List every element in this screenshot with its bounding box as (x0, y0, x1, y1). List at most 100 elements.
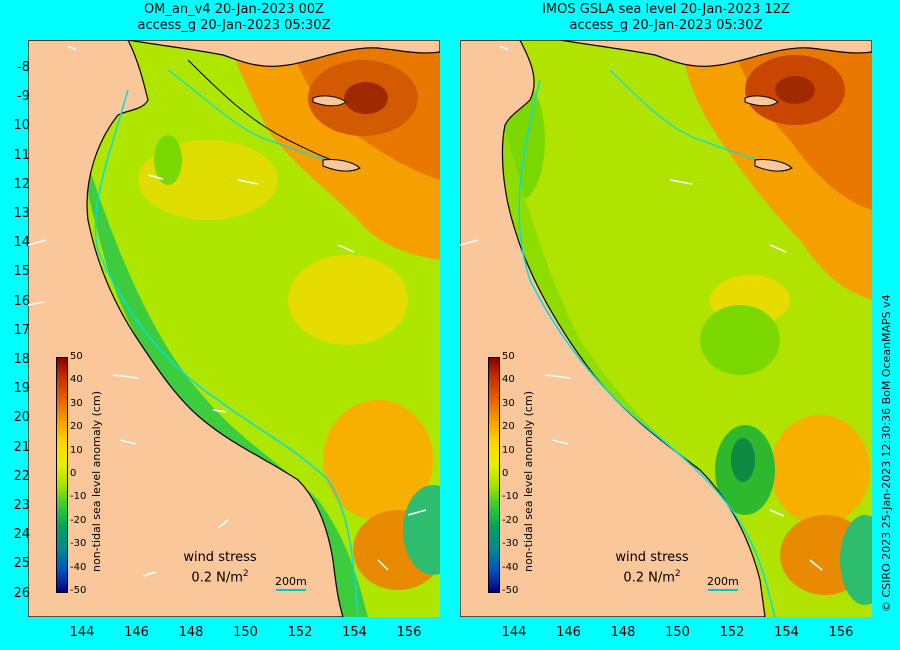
cool-eddy-core (731, 438, 755, 482)
panel-2-title: IMOS GSLA sea level 20-Jan-2023 12Z acce… (456, 2, 876, 34)
colorbar-tick-label: -40 (70, 561, 87, 573)
green-patch (700, 305, 780, 375)
x-tick-label: 154 (342, 625, 367, 640)
wind-stress-legend-1: wind stress 0.2 N/m2 (165, 550, 275, 586)
reef-line (187, 59, 349, 166)
colorbar-tick-label: -10 (70, 491, 87, 503)
isobath-200m (609, 69, 781, 166)
y-tick-label: 22 (13, 468, 30, 484)
panel-2-title-line2: access_g 20-Jan-2023 05:30Z (569, 18, 763, 33)
colorbar-title: non-tidal sea level anomaly (cm) (90, 391, 103, 572)
colorbar-tick-label: -20 (70, 514, 87, 526)
warm-patch-south (770, 415, 870, 525)
y-tick-label: 13 (13, 206, 30, 221)
colorbar-title: non-tidal sea level anomaly (cm) (522, 391, 535, 572)
colorbar-tick-label: 30 (502, 397, 515, 409)
y-tick-label: 23 (13, 498, 30, 513)
colorbar-tick-label: 0 (502, 468, 509, 479)
colorbar-tick-label: 30 (70, 397, 83, 409)
warm-patch-south (323, 400, 433, 520)
colorbar-gradient (488, 357, 500, 593)
colorbar-tick-label: 20 (70, 421, 83, 433)
x-tick-label: 156 (396, 625, 422, 640)
y-tick-label: -8 (17, 60, 30, 75)
y-tick-label: 15 (13, 264, 30, 280)
map-panel-2 (460, 40, 872, 617)
colorbar-tick-label: -40 (502, 561, 519, 573)
yellow-patch (288, 255, 408, 345)
x-tick-label: 146 (556, 625, 581, 640)
isobath-200m (94, 89, 359, 617)
map-panel-1-svg (28, 40, 440, 617)
x-tick-label: 152 (719, 625, 745, 640)
panel-1-title-line2: access_g 20-Jan-2023 05:30Z (137, 18, 331, 33)
isobath-200m (518, 79, 776, 617)
island (322, 159, 361, 172)
y-tick-label: 10 (13, 118, 30, 134)
x-tick-label: 146 (124, 625, 149, 640)
x-tick-label: 144 (69, 625, 95, 640)
colorbar-tick-label: -10 (502, 491, 519, 503)
wind-vectors (460, 45, 823, 571)
island (312, 95, 347, 107)
wind-stress-label: wind stress (615, 550, 689, 565)
colorbar-tick-label: 50 (70, 351, 83, 362)
x-tick-label: 148 (610, 625, 636, 640)
y-tick-label: 24 (13, 527, 30, 543)
wind-stress-value: 0.2 N/m2 (623, 569, 681, 586)
y-tick-label: 26 (13, 585, 30, 601)
wind-stress-legend-2: wind stress 0.2 N/m2 (597, 550, 707, 586)
colorbar-gradient (56, 357, 68, 593)
panel-2-title-line1: IMOS GSLA sea level 20-Jan-2023 12Z (542, 2, 790, 17)
y-tick-label: -9 (17, 89, 30, 105)
land-new-guinea (28, 40, 440, 67)
x-tick-label: 150 (665, 625, 690, 640)
map-panel-1 (28, 40, 440, 617)
panel-1-title-line1: OM_an_v4 20-Jan-2023 00Z (143, 2, 325, 17)
isobath-scale-label-2: 200m (707, 575, 739, 588)
x-tick-label: 144 (501, 625, 527, 640)
colorbar-tick-label: 40 (502, 374, 515, 386)
colorbar-tick-label: 10 (502, 444, 515, 456)
y-tick-label: 14 (13, 235, 30, 251)
colorbar-tick-label: -50 (70, 585, 87, 596)
y-tick-label: 18 (13, 352, 30, 367)
land-new-guinea (460, 40, 872, 67)
wind-stress-label: wind stress (183, 550, 257, 565)
isobath-scale-label-1: 200m (275, 575, 307, 588)
colorbar-tick-label: 10 (70, 444, 83, 456)
x-tick-label: 154 (774, 625, 799, 640)
colorbar-tick-label: 0 (70, 468, 77, 479)
land-mainland (28, 40, 344, 617)
colorbar-tick-label: 50 (502, 351, 515, 362)
island (744, 95, 779, 107)
warm-eddy-core (344, 82, 388, 114)
x-tick-label: 152 (287, 625, 313, 640)
y-tick-label: 17 (13, 322, 30, 338)
colorbar-tick-label: 40 (70, 374, 83, 386)
isobath-200m (167, 69, 349, 166)
y-tick-label: 19 (13, 381, 30, 397)
map-panel-2-svg (460, 40, 872, 617)
x-tick-label: 150 (233, 625, 258, 640)
x-tick-label: 148 (178, 625, 204, 640)
credit-text: © CSIRO 2023 25-Jan-2023 12:30:36 BoM Oc… (880, 294, 893, 612)
y-tick-label: 21 (13, 439, 30, 455)
island (754, 159, 793, 172)
y-tick-label: 16 (13, 293, 30, 309)
colorbar-tick-label: 20 (502, 421, 515, 433)
cool-eddy (840, 515, 872, 605)
colorbar-tick-label: -30 (70, 538, 87, 550)
panel-1-title: OM_an_v4 20-Jan-2023 00Z access_g 20-Jan… (24, 2, 444, 34)
y-tick-label: 20 (13, 410, 30, 426)
y-tick-label: 12 (13, 176, 30, 192)
colorbar-tick-label: -50 (502, 585, 519, 596)
y-tick-label: 11 (13, 147, 30, 163)
colorbar-tick-label: -30 (502, 538, 519, 550)
wind-stress-value: 0.2 N/m2 (191, 569, 249, 586)
warm-eddy-core (775, 76, 815, 104)
x-tick-label: 156 (828, 625, 854, 640)
colorbar-tick-label: -20 (502, 514, 519, 526)
y-tick-label: 25 (13, 556, 30, 572)
green-patch (154, 135, 182, 185)
